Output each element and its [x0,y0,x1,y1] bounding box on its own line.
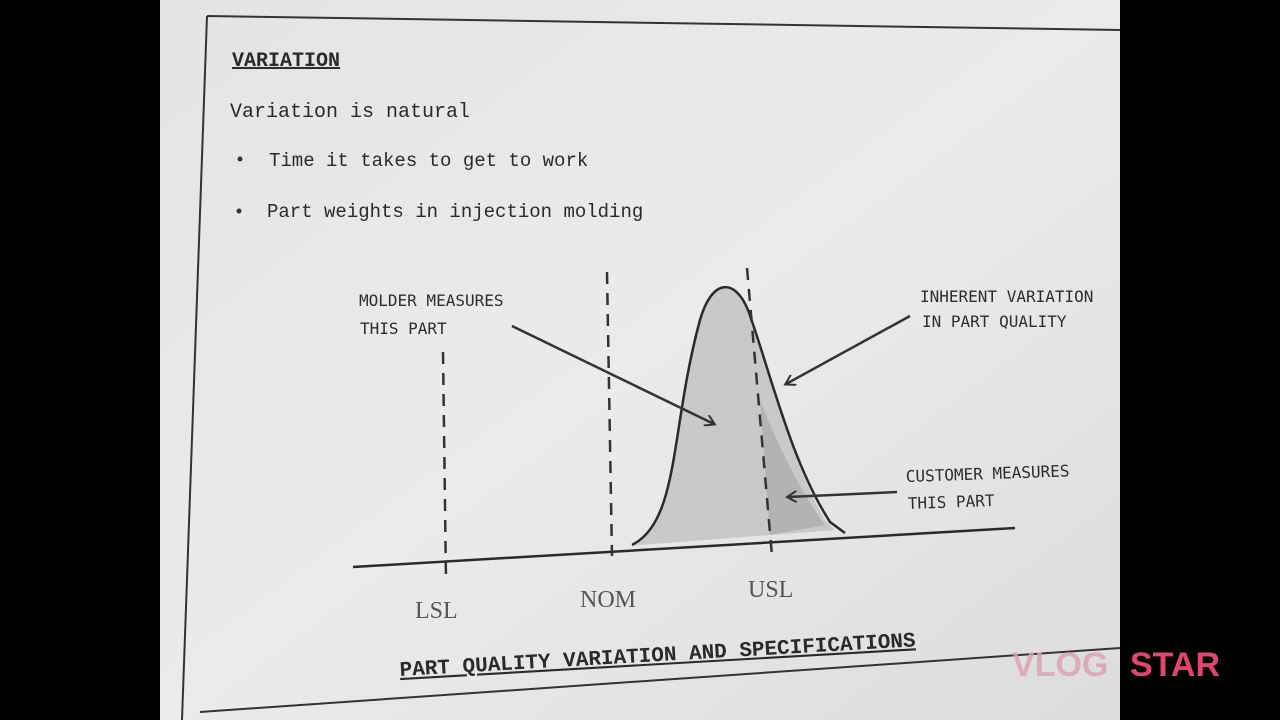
watermark: VLOG [1012,646,1108,684]
paper [160,0,1120,720]
bullet-text: Time it takes to get to work [269,150,588,172]
watermark: STAR [1130,646,1220,684]
lsl-line [441,351,448,581]
axis-label: NOM [580,587,636,613]
usl-line [745,267,774,557]
axis-label: LSL [415,598,458,624]
nom-line [605,271,614,557]
annotation: MOLDER MEASURES [359,291,504,310]
axis-label: USL [748,577,793,603]
out-of-spec-fill [760,400,825,535]
arrow [788,492,898,497]
intro: Variation is natural [230,101,470,124]
title: VARIATION [232,50,340,73]
arrow [511,324,714,424]
bullet [237,156,243,162]
annotation: INHERENT VARIATION [920,287,1093,306]
baseline [352,526,1016,569]
page-border [181,15,1121,720]
bullet [236,208,242,214]
annotation: THIS PART [360,319,447,338]
annotation: IN PART QUALITY [922,312,1067,331]
distribution-curve [631,285,846,547]
arrow [786,314,911,384]
bullet-text: Part weights in injection molding [267,201,643,223]
annotation: THIS PART [907,491,995,513]
